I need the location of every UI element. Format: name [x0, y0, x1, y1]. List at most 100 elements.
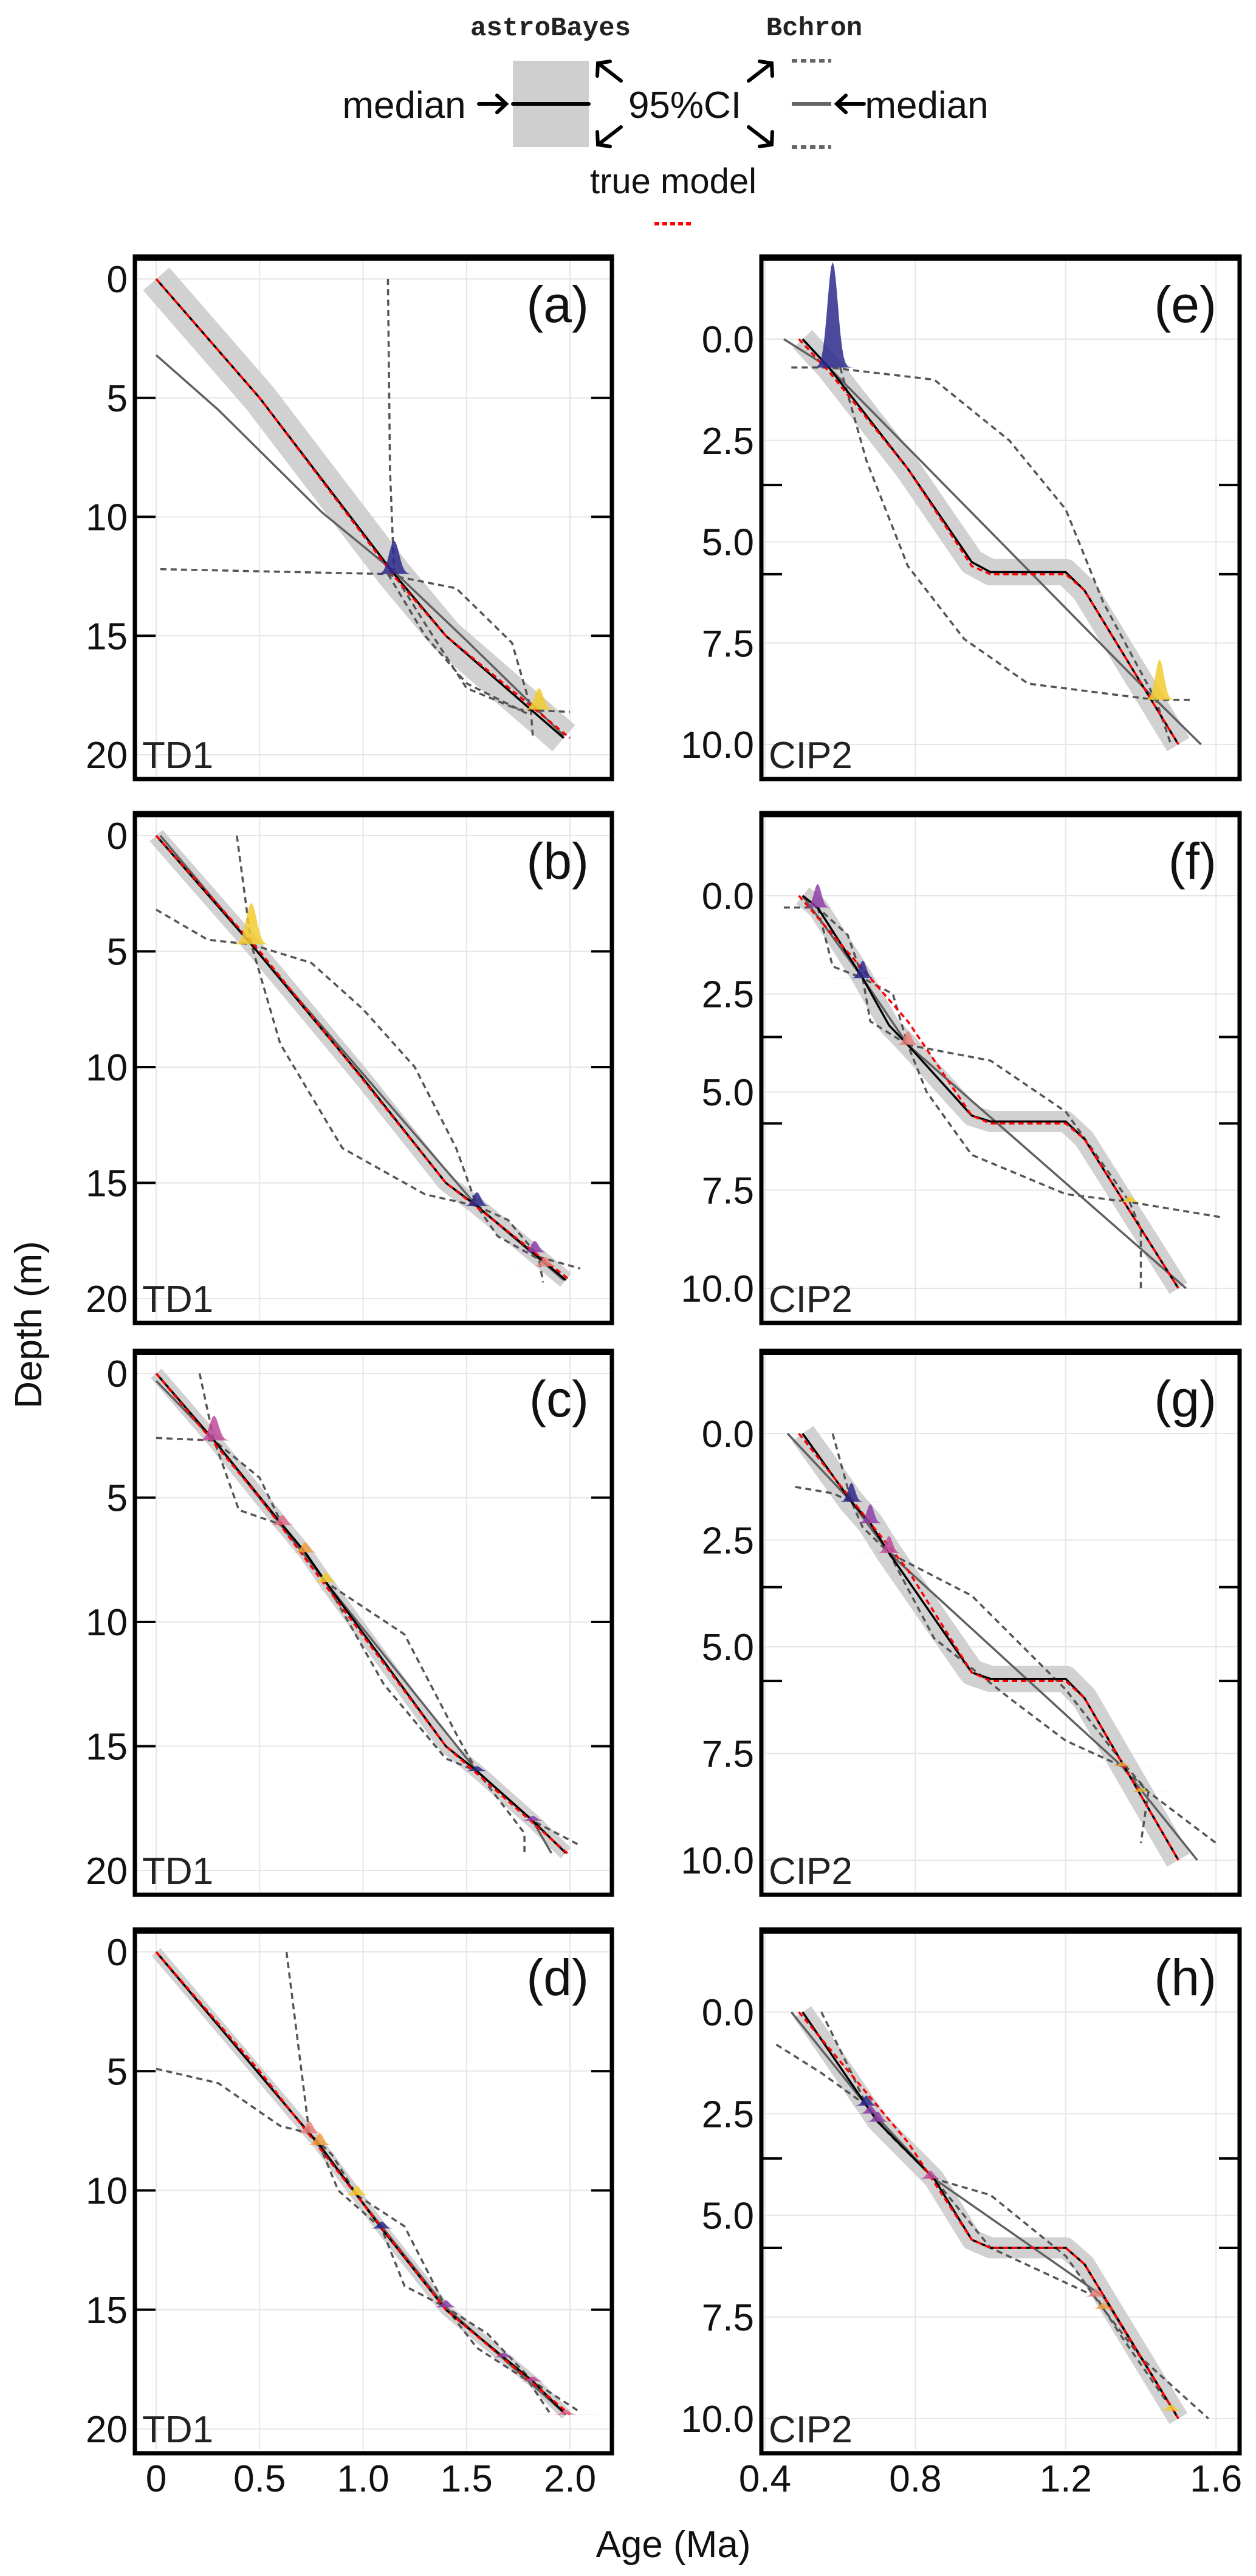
plot-area [775, 2006, 1209, 2424]
y-axis-label: Depth (m) [8, 1241, 50, 1409]
panel-c: 0 5 10 15 20 (c) TD1 [86, 1348, 614, 1897]
arrow-down-right-icon [747, 125, 774, 148]
y-tick-label: 5.0 [702, 522, 754, 564]
arrow-right-icon [477, 94, 509, 114]
site-label: TD1 [142, 735, 213, 777]
gridlines [764, 1933, 1237, 2450]
site-label: CIP2 [769, 1850, 853, 1892]
age-distribution [274, 1542, 336, 1553]
site-label: CIP2 [769, 735, 853, 777]
age-distribution [789, 884, 846, 908]
panel-label: (e) [1154, 276, 1217, 333]
true-model-line [798, 895, 1179, 1289]
panel-d: 0 5 10 15 20 (d) TD1 0 0.5 1.0 1.5 2.0 [86, 1927, 614, 2500]
bchron-median-line [783, 338, 1202, 746]
x-tick-label: 0 [146, 2458, 166, 2500]
panel-label: (f) [1168, 833, 1217, 890]
age-distribution [289, 2133, 351, 2145]
arrow-up-left-icon [595, 60, 623, 83]
bchron-ci-upper-line [775, 2044, 1209, 2420]
y-tick-label: 15 [86, 1163, 128, 1205]
plot-area [151, 1948, 597, 2419]
panel-label: (h) [1154, 1949, 1217, 2006]
bchron-ci-lower-line [198, 1373, 526, 1853]
y-tick-label: 5.0 [702, 1072, 754, 1114]
bchron-ci-upper-line [156, 2067, 581, 2413]
y-tick-label: 5.0 [702, 2196, 754, 2238]
true-model-line [798, 1432, 1179, 1861]
y-tick-label: 10 [86, 2171, 128, 2213]
panel-b: 0 5 10 15 20 (b) TD1 [86, 811, 614, 1325]
plot-area [150, 1369, 581, 1858]
legend-bchron-label: Bchron [766, 13, 862, 44]
site-label: CIP2 [769, 2409, 853, 2451]
y-tick-label: 20 [86, 2409, 128, 2451]
site-label: CIP2 [769, 1279, 853, 1321]
bchron-ci-lower-line [285, 1951, 551, 2413]
gridlines [137, 1933, 609, 2450]
y-tick-label: 7.5 [702, 623, 754, 665]
true-model-line [155, 278, 571, 739]
y-tick-label: 5 [107, 1478, 128, 1520]
y-tick-label: 15 [86, 1726, 128, 1768]
bchron-ci-upper-line [160, 568, 534, 736]
plot-area [783, 262, 1202, 752]
panel-h: 0.0 2.5 5.0 7.5 10.0 (h) CIP2 0.4 0.8 1.2 1.6 [681, 1927, 1242, 2500]
y-tick-label: 10 [86, 1047, 128, 1089]
axis-ticks [135, 396, 612, 637]
age-distribution [879, 1031, 936, 1045]
y-tick-label: 10.0 [681, 1268, 754, 1310]
axis-ticks [761, 2157, 1240, 2250]
y-tick-label: 10.0 [681, 2399, 754, 2440]
age-distribution [804, 262, 862, 368]
y-tick-label: 7.5 [702, 2297, 754, 2339]
y-tick-label: 10.0 [681, 1840, 754, 1882]
panel-f: 0.0 2.5 5.0 7.5 10.0 (f) CIP2 [681, 811, 1242, 1325]
gridlines [764, 1355, 1237, 1891]
bchron-ci-lower-line [820, 2011, 1168, 2403]
site-label: TD1 [142, 1850, 213, 1892]
age-distribution [295, 1572, 357, 1582]
panel-a: 0 5 10 15 20 (a) TD1 [86, 254, 614, 781]
y-tick-label: 20 [86, 1279, 128, 1321]
x-tick-label: 0.4 [739, 2458, 791, 2500]
x-tick-label: 2.0 [544, 2458, 596, 2500]
y-tick-label: 20 [86, 735, 128, 777]
age-distribution [842, 1503, 899, 1523]
panel-label: (g) [1154, 1370, 1217, 1427]
y-tick-label: 0.0 [702, 876, 754, 918]
age-distribution [278, 2121, 340, 2134]
bchron-median-line [155, 354, 565, 737]
x-tick-label: 0.5 [233, 2458, 286, 2500]
arrow-left-icon [834, 94, 866, 114]
true-model-line [798, 338, 1179, 745]
panel-label: (b) [526, 833, 589, 890]
site-label: TD1 [142, 2409, 213, 2451]
age-distribution [834, 960, 891, 978]
plot-area [783, 884, 1224, 1294]
y-tick-label: 5.0 [702, 1627, 754, 1669]
bchron-ci-lower-line [236, 835, 544, 1283]
y-tick-label: 10.0 [681, 724, 754, 766]
age-distribution [508, 688, 570, 710]
age-distribution [502, 1816, 564, 1821]
panel-label: (c) [529, 1370, 589, 1427]
age-distribution [363, 540, 425, 574]
y-tick-label: 0.0 [702, 1413, 754, 1455]
axis-ticks [761, 1585, 1240, 1683]
y-tick-label: 0 [107, 259, 128, 301]
x-tick-label: 1.5 [441, 2458, 493, 2500]
y-tick-label: 7.5 [702, 1734, 754, 1776]
y-tick-label: 20 [86, 1850, 128, 1892]
age-distribution [842, 2105, 899, 2114]
gridlines [764, 817, 1237, 1319]
age-distribution [1142, 2404, 1199, 2411]
age-distribution [514, 1257, 576, 1266]
axis-ticks [761, 1036, 1240, 1125]
bchron-ci-lower-line [831, 1433, 1150, 1844]
astrobayes-ci-band [149, 829, 572, 1287]
y-tick-label: 15 [86, 2290, 128, 2332]
axis-ticks [135, 1496, 612, 1748]
bchron-ci-upper-line [795, 1486, 1217, 1844]
